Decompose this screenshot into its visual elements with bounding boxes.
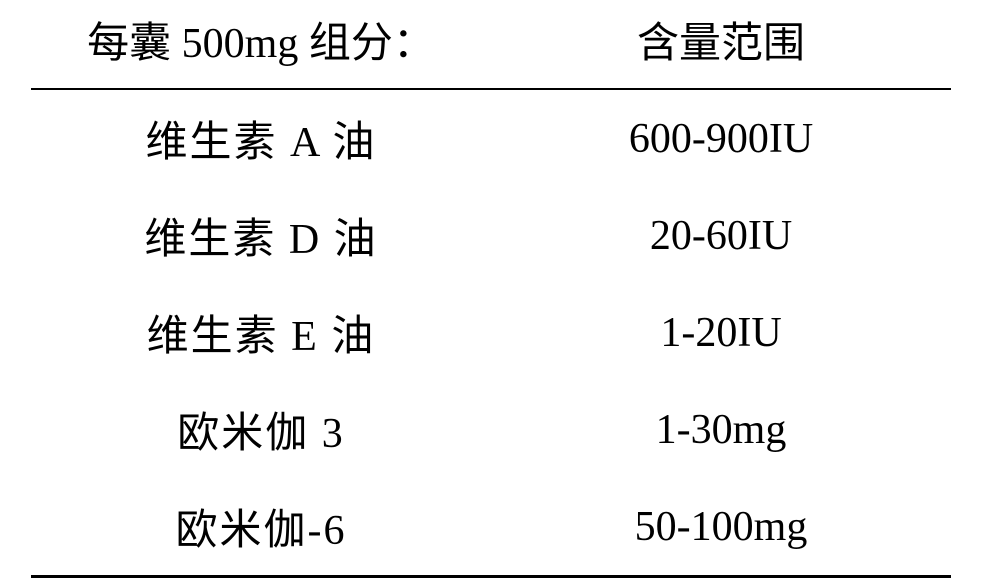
cell-component: 欧米伽 3 [31, 381, 491, 478]
table-header-row: 每囊 500mg 组分： 含量范围 [31, 0, 951, 89]
cell-range: 20-60IU [491, 187, 951, 284]
table-row: 维生素 A 油 600-900IU [31, 89, 951, 187]
table-row: 欧米伽-6 50-100mg [31, 478, 951, 577]
header-range: 含量范围 [491, 0, 951, 89]
cell-range: 600-900IU [491, 89, 951, 187]
cell-component: 欧米伽-6 [31, 478, 491, 577]
table-row: 维生素 D 油 20-60IU [31, 187, 951, 284]
table-row: 欧米伽 3 1-30mg [31, 381, 951, 478]
cell-range: 50-100mg [491, 478, 951, 577]
cell-range: 1-30mg [491, 381, 951, 478]
nutrition-table: 每囊 500mg 组分： 含量范围 维生素 A 油 600-900IU 维生素 … [31, 0, 951, 578]
cell-component: 维生素 E 油 [31, 284, 491, 381]
cell-component: 维生素 D 油 [31, 187, 491, 284]
table-row: 维生素 E 油 1-20IU [31, 284, 951, 381]
nutrition-table-container: 每囊 500mg 组分： 含量范围 维生素 A 油 600-900IU 维生素 … [31, 0, 951, 578]
header-component: 每囊 500mg 组分： [31, 0, 491, 89]
cell-component: 维生素 A 油 [31, 89, 491, 187]
cell-range: 1-20IU [491, 284, 951, 381]
